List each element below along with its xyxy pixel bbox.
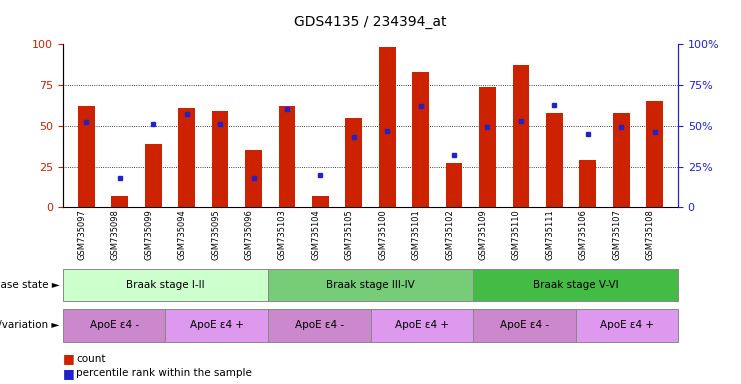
Bar (63, 309, 165, 342)
Text: ■: ■ (63, 367, 75, 380)
Bar (111, 196, 128, 207)
Text: GDS4135 / 234394_at: GDS4135 / 234394_at (294, 15, 447, 29)
Text: GSM735097: GSM735097 (77, 209, 87, 260)
Text: GSM735095: GSM735095 (211, 209, 220, 260)
Bar (445, 163, 462, 207)
Bar (370, 309, 473, 342)
Text: ApoE ε4 -: ApoE ε4 - (90, 320, 139, 331)
Text: GSM735107: GSM735107 (612, 209, 621, 260)
Text: percentile rank within the sample: percentile rank within the sample (76, 368, 252, 378)
Text: genotype/variation ►: genotype/variation ► (0, 320, 59, 331)
Bar (546, 113, 562, 207)
Bar (312, 196, 329, 207)
Bar (473, 309, 576, 342)
Text: GSM735098: GSM735098 (111, 209, 120, 260)
Bar (646, 101, 663, 207)
Bar (268, 269, 473, 301)
Text: GSM735100: GSM735100 (378, 209, 388, 260)
Bar (345, 118, 362, 207)
Text: GSM735102: GSM735102 (445, 209, 454, 260)
Bar (212, 111, 228, 207)
Text: GSM735105: GSM735105 (345, 209, 353, 260)
Text: GSM735108: GSM735108 (645, 209, 654, 260)
Bar (245, 150, 262, 207)
Text: Braak stage I-II: Braak stage I-II (126, 280, 205, 290)
Text: count: count (76, 354, 106, 364)
Text: disease state ►: disease state ► (0, 280, 59, 290)
Text: GSM735103: GSM735103 (278, 209, 287, 260)
Text: ApoE ε4 +: ApoE ε4 + (395, 320, 449, 331)
Text: Braak stage III-IV: Braak stage III-IV (326, 280, 415, 290)
Bar (78, 106, 95, 207)
Text: GSM735106: GSM735106 (579, 209, 588, 260)
Bar (379, 47, 396, 207)
Text: GSM735096: GSM735096 (245, 209, 253, 260)
Bar (479, 87, 496, 207)
Text: GSM735094: GSM735094 (178, 209, 187, 260)
Text: ApoE ε4 +: ApoE ε4 + (599, 320, 654, 331)
Bar (473, 269, 678, 301)
Text: GSM735101: GSM735101 (412, 209, 421, 260)
Text: GSM735109: GSM735109 (479, 209, 488, 260)
Bar (279, 106, 296, 207)
Bar (179, 108, 195, 207)
Text: ApoE ε4 -: ApoE ε4 - (499, 320, 549, 331)
Bar (579, 160, 596, 207)
Text: GSM735104: GSM735104 (311, 209, 320, 260)
Text: GSM735110: GSM735110 (512, 209, 521, 260)
Bar (268, 309, 370, 342)
Text: Braak stage V-VI: Braak stage V-VI (533, 280, 618, 290)
Bar (165, 309, 268, 342)
Text: GSM735099: GSM735099 (144, 209, 153, 260)
Text: ApoE ε4 +: ApoE ε4 + (190, 320, 244, 331)
Text: ■: ■ (63, 353, 75, 366)
Text: GSM735111: GSM735111 (545, 209, 554, 260)
Bar (576, 309, 678, 342)
Text: ApoE ε4 -: ApoE ε4 - (295, 320, 344, 331)
Bar (63, 269, 268, 301)
Bar (412, 72, 429, 207)
Bar (613, 113, 630, 207)
Bar (145, 144, 162, 207)
Bar (513, 65, 529, 207)
